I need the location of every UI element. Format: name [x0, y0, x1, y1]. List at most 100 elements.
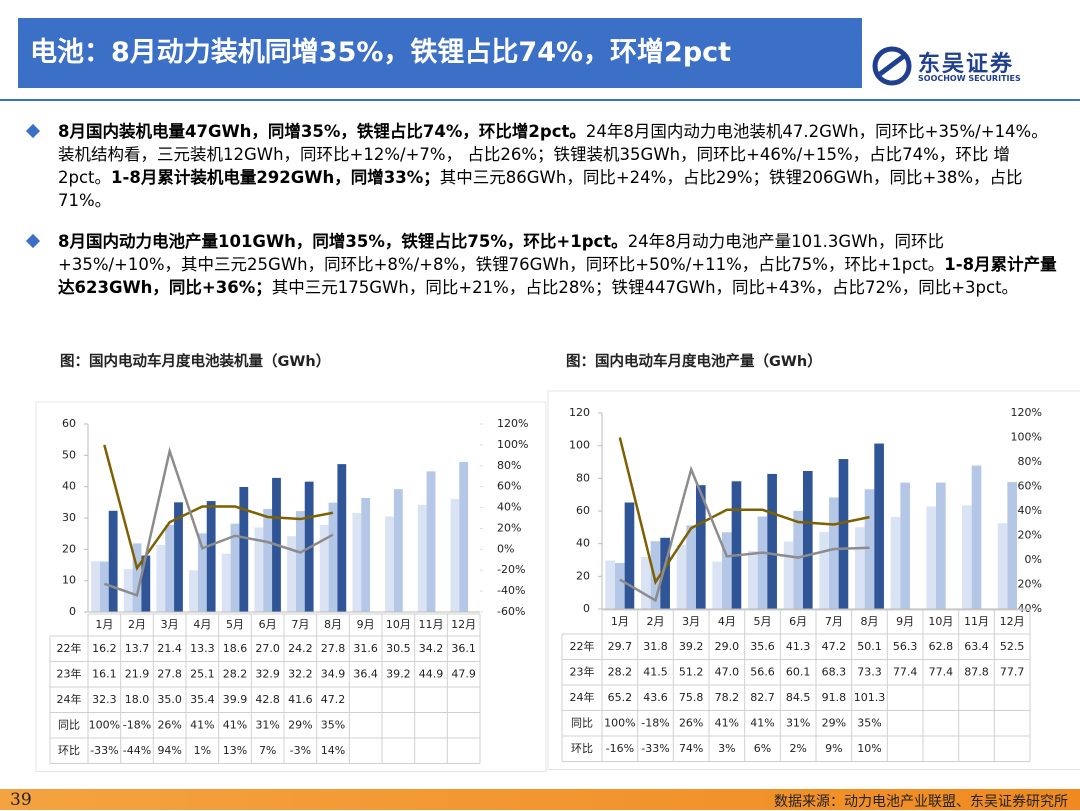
bullet: 8月国内装机电量47GWh，同增35%，铁锂占比74%，环比增2pct。24年8…: [58, 120, 1058, 212]
table-row-label: 23年: [57, 666, 82, 680]
table-cell: 77.4: [929, 665, 954, 678]
table-cell: 6%: [754, 742, 771, 755]
table-cell: 35.0: [157, 693, 182, 706]
table-cell: 47.0: [715, 665, 740, 678]
bullet-text: 8月国内装机电量47GWh，同增35%，铁锂占比74%，环比增2pct。: [58, 122, 586, 141]
y2-tick-label: 100%: [1011, 431, 1042, 444]
bar: [174, 502, 183, 612]
table-cell: 13%: [223, 744, 247, 757]
bar: [287, 536, 296, 612]
bar: [450, 498, 460, 612]
table-cell: -18%: [641, 716, 669, 729]
bar: [900, 482, 910, 609]
y2-tick-label: 80%: [497, 459, 521, 472]
y2-tick-label: -60%: [497, 605, 525, 618]
y-tick-label: 80: [576, 471, 590, 484]
table-row-label: 环比: [58, 744, 80, 757]
bar: [337, 464, 347, 612]
bar: [890, 517, 901, 609]
bar: [1007, 482, 1017, 609]
bullet: 8月国内动力电池产量101GWh，同增35%，铁锂占比75%，环比+1pct。2…: [58, 230, 1058, 299]
bar: [802, 470, 813, 609]
table-cell: 16.2: [92, 642, 117, 655]
table-cell: 47.2: [822, 640, 847, 653]
table-cell: 35%: [857, 716, 881, 729]
table-cell: 47.9: [451, 667, 476, 680]
table-cell: 16.1: [92, 667, 117, 680]
bar: [141, 555, 151, 612]
y-tick-label: 0: [69, 605, 76, 618]
table-cell: 25.1: [190, 667, 215, 680]
table-cell: 3%: [718, 742, 735, 755]
bar: [263, 508, 273, 612]
table-cell: 29%: [288, 718, 312, 731]
table-row-label: 22年: [57, 641, 82, 655]
x-tick-label: 5月: [226, 618, 244, 631]
bar: [767, 473, 777, 609]
bar: [864, 489, 875, 609]
chart-frame: [547, 390, 1080, 770]
y-tick-label: 20: [62, 542, 76, 555]
table-cell: 34.2: [419, 642, 444, 655]
line-series: [618, 437, 870, 586]
table-cell: 31%: [786, 716, 810, 729]
table-cell: 77.4: [893, 665, 918, 678]
table-cell: 10%: [857, 742, 881, 755]
table-cell: 100%: [604, 716, 635, 729]
chart-frame: [35, 401, 547, 772]
bar: [731, 481, 742, 609]
bar: [829, 497, 839, 609]
table-cell: 62.8: [929, 640, 954, 653]
table-cell: -44%: [123, 744, 151, 757]
table-cell: 68.3: [822, 665, 847, 678]
x-tick-label: 2月: [128, 618, 146, 631]
y2-tick-label: 120%: [497, 417, 528, 430]
y-tick-label: 60: [576, 504, 590, 517]
table-cell: 77.7: [1000, 665, 1025, 678]
bar: [99, 561, 109, 612]
x-tick-label: 6月: [789, 615, 807, 628]
table-cell: 31%: [255, 718, 279, 731]
table-cell: 39.2: [386, 667, 411, 680]
bar: [197, 533, 207, 612]
table-cell: 27.0: [255, 642, 280, 655]
table-cell: -18%: [123, 718, 151, 731]
table-cell: 74%: [679, 742, 703, 755]
line-series: [619, 465, 870, 603]
table-cell: 91.8: [822, 691, 847, 704]
bar: [748, 550, 758, 609]
x-tick-label: 3月: [161, 618, 179, 631]
bar: [165, 524, 175, 612]
line-series: [103, 446, 334, 597]
table-cell: 34.9: [321, 667, 346, 680]
table-cell: 35.6: [750, 640, 775, 653]
table-cell: 30.5: [386, 642, 411, 655]
table-cell: 50.1: [857, 640, 882, 653]
slide-title: 电池：8月动力装机同增35%，铁锂占比74%，环增2pct: [18, 18, 862, 88]
table-cell: -33%: [90, 744, 118, 757]
y2-tick-label: 20%: [497, 521, 521, 534]
x-tick-label: 8月: [861, 615, 879, 628]
bar: [295, 511, 305, 612]
table-cell: 21.9: [125, 667, 150, 680]
table-cell: 29%: [822, 716, 846, 729]
table-cell: 41%: [190, 718, 214, 731]
y-tick-label: 30: [62, 511, 76, 524]
table-cell: 39.2: [679, 640, 704, 653]
bar: [156, 544, 166, 612]
table-cell: 14%: [321, 744, 345, 757]
x-tick-label: 9月: [357, 618, 375, 631]
table-cell: 41%: [223, 718, 247, 731]
bullet-text: 1-8月累计产量达623GWh，同比+36%；: [58, 255, 1057, 297]
table-row-label: 22年: [570, 639, 595, 653]
table-cell: 21.4: [157, 642, 182, 655]
bar: [459, 461, 469, 612]
table-cell: 32.3: [92, 693, 117, 706]
x-tick-label: 5月: [754, 615, 772, 628]
table-cell: 84.5: [786, 691, 811, 704]
bar: [230, 523, 240, 612]
table-cell: 52.5: [1000, 640, 1025, 653]
table-cell: 29.0: [715, 640, 740, 653]
table-cell: 31.8: [643, 640, 668, 653]
y-tick-label: 40: [576, 537, 590, 550]
